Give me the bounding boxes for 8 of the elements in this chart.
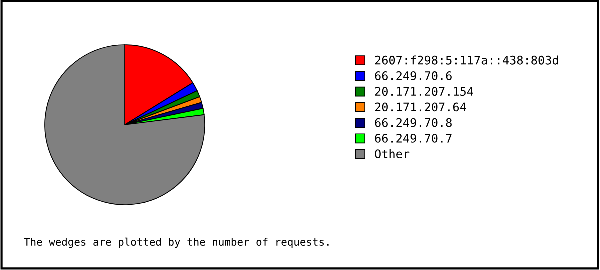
legend-label: 2607:f298:5:117a::438:803d (375, 56, 558, 65)
legend-label: 66.249.70.7 (375, 134, 452, 143)
legend-label: Other (375, 149, 410, 159)
legend-label: 20.171.207.64 (375, 102, 466, 112)
legend-label: 66.249.70.8 (375, 118, 452, 128)
legend-label: 20.171.207.154 (375, 87, 474, 96)
legend-label: 66.249.70.6 (375, 72, 452, 80)
text: The wedges are plotted by the number of requests. (24, 238, 329, 248)
